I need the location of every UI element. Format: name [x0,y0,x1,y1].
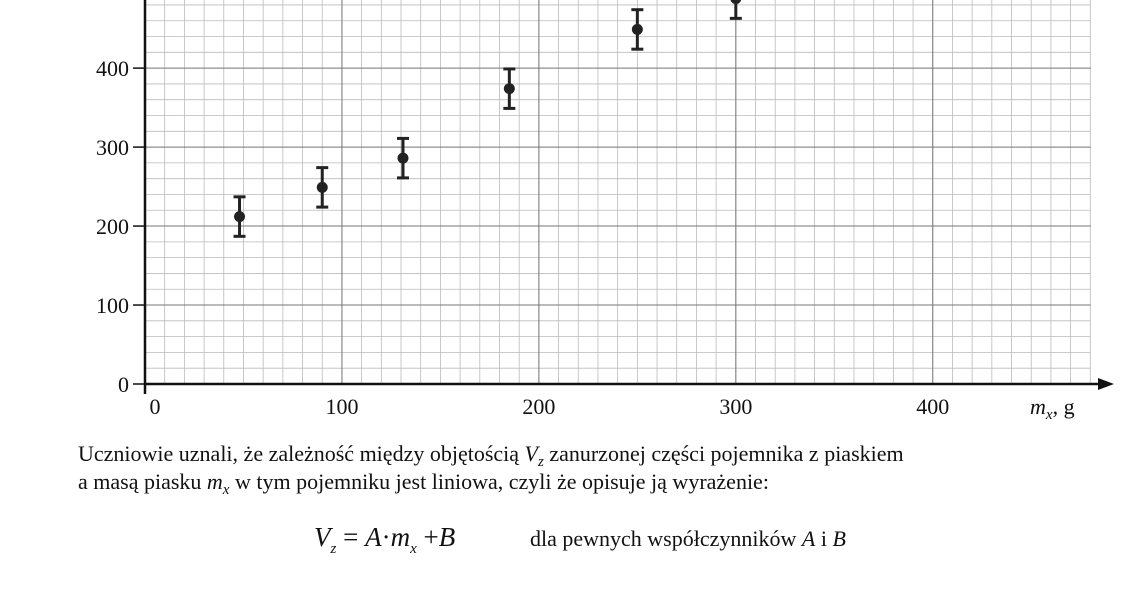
formula-part: B [439,522,456,552]
x-tick-label: 200 [522,394,555,419]
point [234,211,246,223]
text-part: m [207,469,223,494]
text-part: a masą piasku [78,469,207,494]
plot: 0 100 200 300 400 0 100 200 300 400 [96,0,1114,419]
formula-part: V [314,522,334,552]
formula-part: = [336,522,365,552]
text-part: A [800,526,816,551]
paragraph-line: Uczniowie uznali, że zależność między ob… [78,441,904,470]
label-part: x [1045,407,1053,423]
x-tick-label: 0 [150,394,161,419]
formula-part: x [409,541,417,557]
text-part: z [537,454,544,470]
point [503,83,515,95]
x-tick-label: 100 [325,394,358,419]
y-tick-label: 400 [96,56,129,81]
formula: Vz = A·mx +B [314,522,455,557]
text-part: V [525,441,541,466]
text-part: w tym pojemniku jest liniowa, czyli że o… [229,469,768,494]
point [631,23,643,35]
label-part: m [1030,394,1046,419]
x-tick-label: 300 [719,394,752,419]
text-part: zanurzonej części pojemnika z piaskiem [544,441,904,466]
formula-part: A [363,522,382,552]
text-part: Uczniowie uznali, że zależność między ob… [78,441,525,466]
text-part: B [832,526,845,551]
label-part: , g [1053,394,1075,419]
x-axis-label: mx, g [1030,394,1075,423]
paragraph-line: a masą piasku mx w tym pojemniku jest li… [78,469,769,498]
formula-part: + [417,522,439,552]
point [730,0,742,5]
y-tick-label: 100 [96,293,129,318]
y-tick-label: 200 [96,214,129,239]
y-tick-label: 300 [96,135,129,160]
formula-part: · [382,522,391,552]
text-part: i [815,526,832,551]
text-part: x [222,482,230,498]
y-tick-label: 0 [118,372,129,397]
formula-part: z [330,541,337,557]
formula-condition: dla pewnych współczynników A i B [530,526,846,551]
point [316,181,328,193]
x-tick-label: 400 [916,394,949,419]
text-part: dla pewnych współczynników [530,526,802,551]
point [397,152,409,164]
x-axis-arrow [1098,378,1114,390]
formula-part: m [391,522,411,552]
